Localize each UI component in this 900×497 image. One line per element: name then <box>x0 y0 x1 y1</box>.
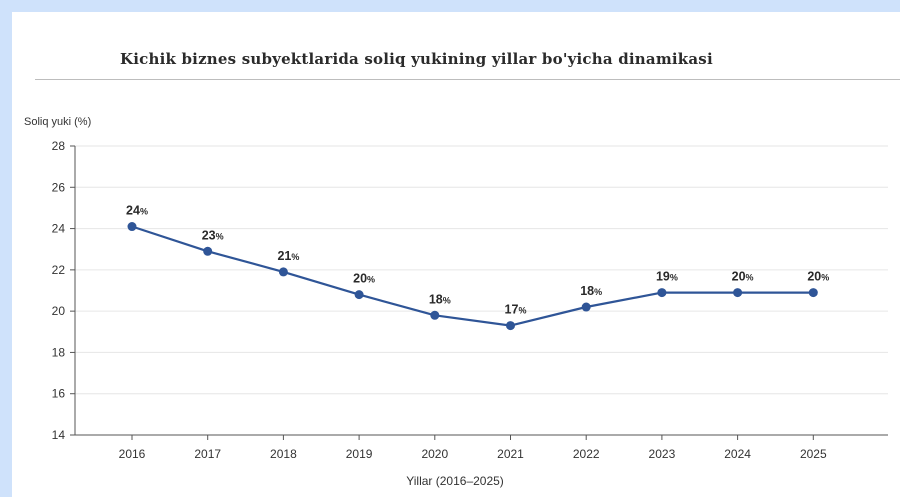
x-tick-label: 2020 <box>421 447 448 461</box>
x-tick-label: 2017 <box>194 447 221 461</box>
x-tick-label: 2024 <box>724 447 751 461</box>
y-tick-label: 16 <box>52 387 66 401</box>
gridlines <box>75 145 888 395</box>
data-label: 19% <box>656 270 678 284</box>
series-line <box>131 225 814 327</box>
x-ticks: 2016 2017 2018 2019 2020 2021 2022 2023 2024 2025 <box>119 435 827 461</box>
series-line-group <box>131 225 814 327</box>
y-tick-label: 22 <box>52 263 66 277</box>
data-label: 18% <box>580 284 602 298</box>
data-label: 20% <box>353 272 375 286</box>
y-axis-label: Soliq yuki (%) <box>24 116 91 128</box>
data-point <box>203 246 213 256</box>
x-tick-label: 2016 <box>119 447 146 461</box>
data-points <box>127 222 818 331</box>
data-point <box>278 267 288 277</box>
chart-title: Kichik biznes subyektlarida soliq yukini… <box>120 50 713 68</box>
y-ticks: 14 16 18 20 22 24 26 28 <box>52 139 75 442</box>
x-axis-label: Yillar (2016–2025) <box>406 474 504 488</box>
y-tick-label: 18 <box>52 345 66 359</box>
data-label: 24% <box>126 204 148 218</box>
x-tick-label: 2021 <box>497 447 524 461</box>
data-label: 17% <box>505 303 527 317</box>
data-point <box>354 290 364 300</box>
data-label: 23% <box>202 228 224 242</box>
x-tick-label: 2019 <box>346 447 373 461</box>
data-point <box>733 288 743 298</box>
x-tick-label: 2025 <box>800 447 827 461</box>
data-point <box>506 321 515 331</box>
data-point <box>808 288 818 298</box>
data-point <box>657 288 667 298</box>
data-label: 20% <box>807 270 829 284</box>
x-tick-label: 2022 <box>573 447 600 461</box>
data-point <box>430 310 440 320</box>
y-tick-label: 14 <box>52 428 66 442</box>
chart-card <box>12 12 900 497</box>
axes <box>74 146 888 436</box>
data-label: 18% <box>429 292 451 306</box>
data-labels: 24% 23% 21% 20% 18% 17% 18% 19% 20% 20% <box>126 204 829 317</box>
data-label: 20% <box>732 270 754 284</box>
x-tick-label: 2023 <box>649 447 676 461</box>
data-label: 21% <box>277 249 299 263</box>
y-tick-label: 20 <box>52 304 66 318</box>
y-tick-label: 26 <box>52 180 66 194</box>
y-tick-label: 28 <box>52 139 66 153</box>
y-tick-label: 24 <box>52 222 66 236</box>
data-point <box>581 302 591 312</box>
title-divider <box>35 79 900 80</box>
data-point <box>127 222 137 232</box>
x-tick-label: 2018 <box>270 447 297 461</box>
